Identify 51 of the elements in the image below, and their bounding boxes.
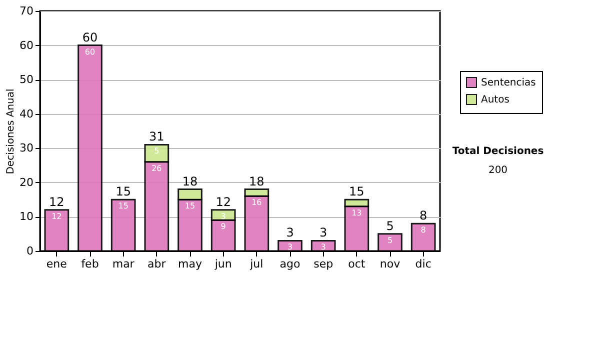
data-label: 3: [287, 242, 293, 252]
text: Total Decisiones: [452, 146, 544, 157]
x-tick-label: may: [178, 258, 202, 270]
total-label: 12: [49, 194, 64, 209]
total-label: 18: [249, 174, 264, 188]
x-tick-label: abr: [148, 258, 166, 270]
total-label: 5: [386, 218, 394, 233]
y-tick-label: 50: [20, 73, 34, 86]
total-label: 8: [420, 208, 428, 223]
data-label: 9: [220, 222, 226, 232]
y-tick-label: 0: [26, 244, 34, 258]
x-tick-label: sep: [314, 258, 334, 270]
data-label: 13: [352, 208, 362, 218]
data-label: 26: [152, 164, 162, 173]
x-tick-label: oct: [348, 258, 366, 270]
legend-label: Autos: [481, 94, 510, 106]
x-tick-label: ago: [280, 258, 300, 270]
y-tick-label: 30: [20, 142, 34, 155]
total-label: 15: [116, 184, 131, 199]
x-tick-label: jul: [249, 258, 264, 270]
text: 200: [488, 165, 508, 176]
y-tick-label: 20: [20, 176, 34, 189]
legend-label: Sentencias: [481, 78, 536, 88]
total-label: 3: [320, 226, 328, 240]
total-label: 3: [286, 226, 294, 240]
data-label: 15: [184, 202, 196, 211]
y-tick-label: 70: [20, 4, 34, 18]
data-label: 16: [252, 198, 262, 208]
total-label: 18: [182, 174, 198, 188]
x-tick-label: feb: [81, 258, 99, 270]
x-tick-label: nov: [380, 258, 401, 270]
data-label: 3: [320, 242, 326, 252]
y-tick-label: 60: [20, 38, 34, 52]
data-label: 15: [118, 202, 128, 211]
y-axis-title: Decisiones Anual: [6, 88, 17, 174]
data-label: 8: [420, 226, 426, 235]
x-tick-label: mar: [112, 258, 135, 270]
x-tick-label: jun: [214, 258, 232, 270]
data-label: 3: [220, 212, 226, 221]
y-tick-label: 40: [20, 107, 34, 120]
total-label: 15: [349, 184, 364, 199]
data-label: 12: [52, 212, 62, 221]
data-label: 60: [84, 47, 96, 56]
y-tick-label: 10: [20, 210, 34, 224]
x-tick-label: ene: [46, 258, 68, 270]
total-label: 60: [82, 30, 98, 44]
data-label: 5: [154, 146, 160, 156]
x-tick-label: dic: [415, 258, 432, 270]
total-label: 12: [216, 194, 231, 209]
total-label: 31: [149, 130, 164, 144]
data-label: 5: [387, 236, 393, 245]
